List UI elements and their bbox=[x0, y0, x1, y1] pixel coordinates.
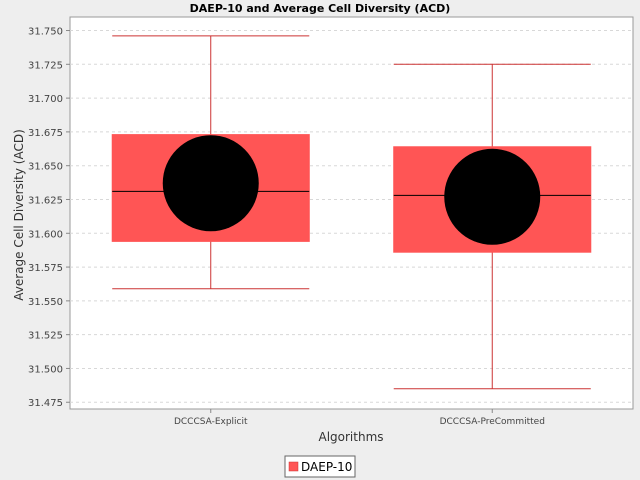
x-axis-label: Algorithms bbox=[318, 430, 383, 444]
y-tick-label: 31.700 bbox=[28, 94, 63, 105]
legend: DAEP-10 bbox=[284, 455, 356, 478]
legend-box bbox=[284, 455, 356, 478]
y-tick-label: 31.750 bbox=[28, 27, 63, 38]
mean-marker bbox=[162, 135, 259, 232]
y-tick-label: 31.575 bbox=[28, 263, 63, 274]
y-tick-label: 31.525 bbox=[28, 331, 63, 342]
y-axis-ticks: 31.475 31.500 31.525 31.550 31.575 31.600 31.6… bbox=[28, 27, 70, 409]
chart-title: DAEP-10 and Average Cell Diversity (ACD) bbox=[190, 2, 451, 15]
box-series bbox=[111, 35, 592, 390]
y-tick-label: 31.725 bbox=[28, 60, 63, 71]
legend-swatch bbox=[288, 461, 299, 472]
mean-marker bbox=[444, 148, 541, 245]
y-tick-label: 31.675 bbox=[28, 128, 63, 139]
legend-label: DAEP-10 bbox=[301, 460, 352, 474]
y-tick-label: 31.600 bbox=[28, 229, 63, 240]
y-tick-label: 31.550 bbox=[28, 297, 63, 308]
box-dcccsa-precommitted bbox=[393, 63, 592, 390]
x-tick-label: DCCCSA-Explicit bbox=[174, 417, 248, 427]
y-tick-label: 31.650 bbox=[28, 162, 63, 173]
y-tick-label: 31.475 bbox=[28, 398, 63, 409]
y-tick-label: 31.625 bbox=[28, 195, 63, 206]
x-axis-ticks: DCCCSA-Explicit DCCCSA-PreCommitted bbox=[174, 409, 545, 427]
y-tick-label: 31.500 bbox=[28, 364, 63, 375]
y-axis-label: Average Cell Diversity (ACD) bbox=[12, 129, 26, 301]
x-tick-label: DCCCSA-PreCommitted bbox=[440, 417, 545, 427]
box-dcccsa-explicit bbox=[111, 35, 310, 290]
